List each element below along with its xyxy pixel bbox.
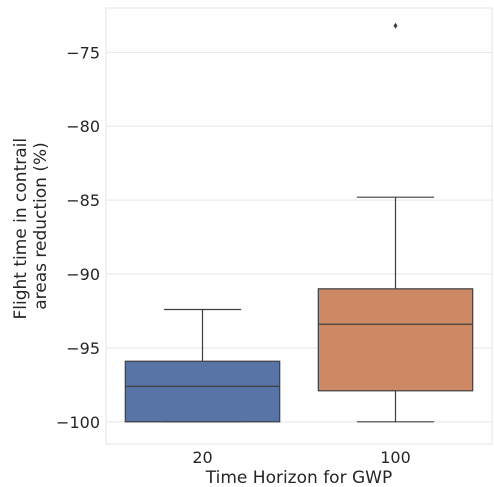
- y-tick-label: −95: [66, 339, 100, 358]
- iqr-box: [124, 360, 281, 423]
- y-tick-label: −75: [66, 43, 100, 62]
- y-axis-label-line-1: Flight time in contrail: [11, 138, 31, 320]
- x-axis-label: Time Horizon for GWP: [205, 468, 392, 487]
- y-axis-label: Flight time in contrail areas reduction …: [11, 132, 51, 319]
- boxes-group: [124, 22, 474, 423]
- y-tick-labels: −75 −80 −85 −90 −95 −100: [56, 43, 100, 431]
- y-tick-label: −80: [66, 117, 100, 136]
- iqr-box: [317, 288, 474, 392]
- y-tick-label: −90: [66, 265, 100, 284]
- box-20: [124, 308, 281, 423]
- y-tick-label: −85: [66, 191, 100, 210]
- box-100: [317, 22, 474, 423]
- x-tick-label: 20: [192, 448, 212, 467]
- y-axis-label-line-2: areas reduction (%): [31, 142, 51, 310]
- outlier-point: [393, 22, 398, 29]
- x-tick-label: 100: [380, 448, 411, 467]
- y-tick-label: −100: [56, 413, 100, 432]
- x-tick-labels: 20 100: [192, 448, 410, 467]
